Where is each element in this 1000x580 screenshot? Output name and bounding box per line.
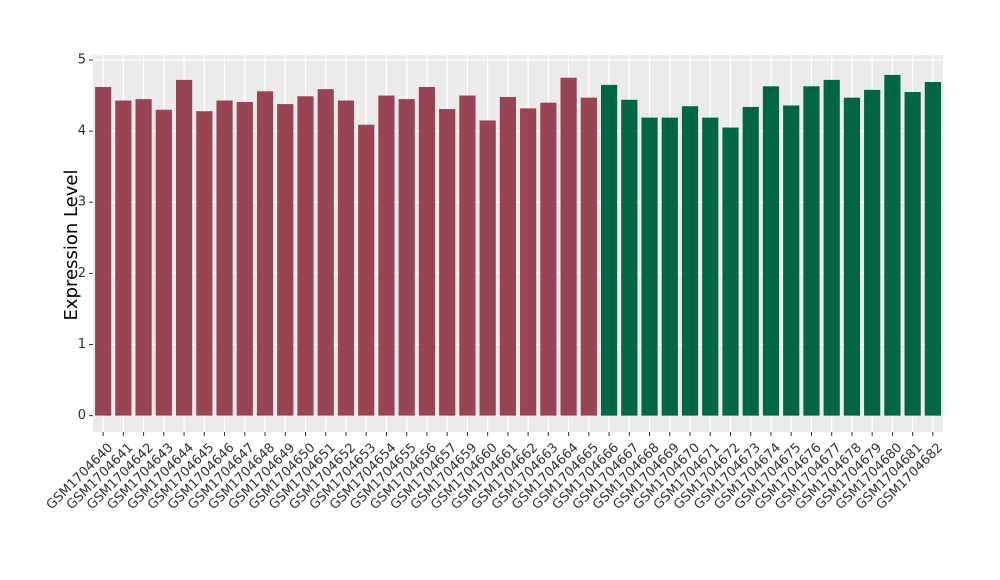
bar <box>621 99 638 416</box>
y-tick-label: 1 <box>78 337 86 352</box>
y-axis-label: Expression Level <box>61 170 82 321</box>
bar <box>783 105 800 416</box>
bar <box>722 127 739 416</box>
bar <box>580 97 597 416</box>
bar <box>115 100 132 416</box>
bar <box>742 106 759 416</box>
bar <box>540 102 557 416</box>
bar <box>560 77 577 416</box>
bar <box>337 100 355 416</box>
y-tick-label: 3 <box>78 195 86 210</box>
bar <box>236 101 253 416</box>
bar <box>277 104 294 416</box>
bar <box>196 111 213 416</box>
bar <box>843 97 861 416</box>
y-tick-label: 4 <box>78 124 86 139</box>
bar <box>135 99 152 416</box>
bar <box>681 106 699 416</box>
bar <box>884 74 901 416</box>
bar <box>864 89 881 416</box>
bar <box>823 79 840 416</box>
y-tick-label: 2 <box>78 266 86 281</box>
bar <box>661 117 678 416</box>
bar <box>175 79 193 416</box>
bar <box>358 124 375 416</box>
bar <box>398 99 415 416</box>
bar <box>924 82 941 416</box>
bar <box>256 91 274 416</box>
bar <box>702 117 719 416</box>
bar <box>904 91 921 416</box>
bar <box>520 108 537 416</box>
bar <box>803 86 820 416</box>
bar <box>216 100 233 416</box>
bar <box>600 84 618 416</box>
bar <box>297 96 314 416</box>
bar <box>762 86 780 416</box>
bar <box>155 109 172 416</box>
bar <box>499 96 516 416</box>
plot-panel <box>93 55 943 432</box>
bar <box>641 117 658 416</box>
bar <box>378 95 395 416</box>
bar <box>317 89 334 416</box>
bar <box>418 87 436 416</box>
bar <box>479 120 496 416</box>
bar <box>95 87 112 416</box>
y-tick-label: 0 <box>78 408 86 423</box>
bar <box>459 95 476 416</box>
y-tick-label: 5 <box>78 52 86 67</box>
bar <box>439 109 456 416</box>
